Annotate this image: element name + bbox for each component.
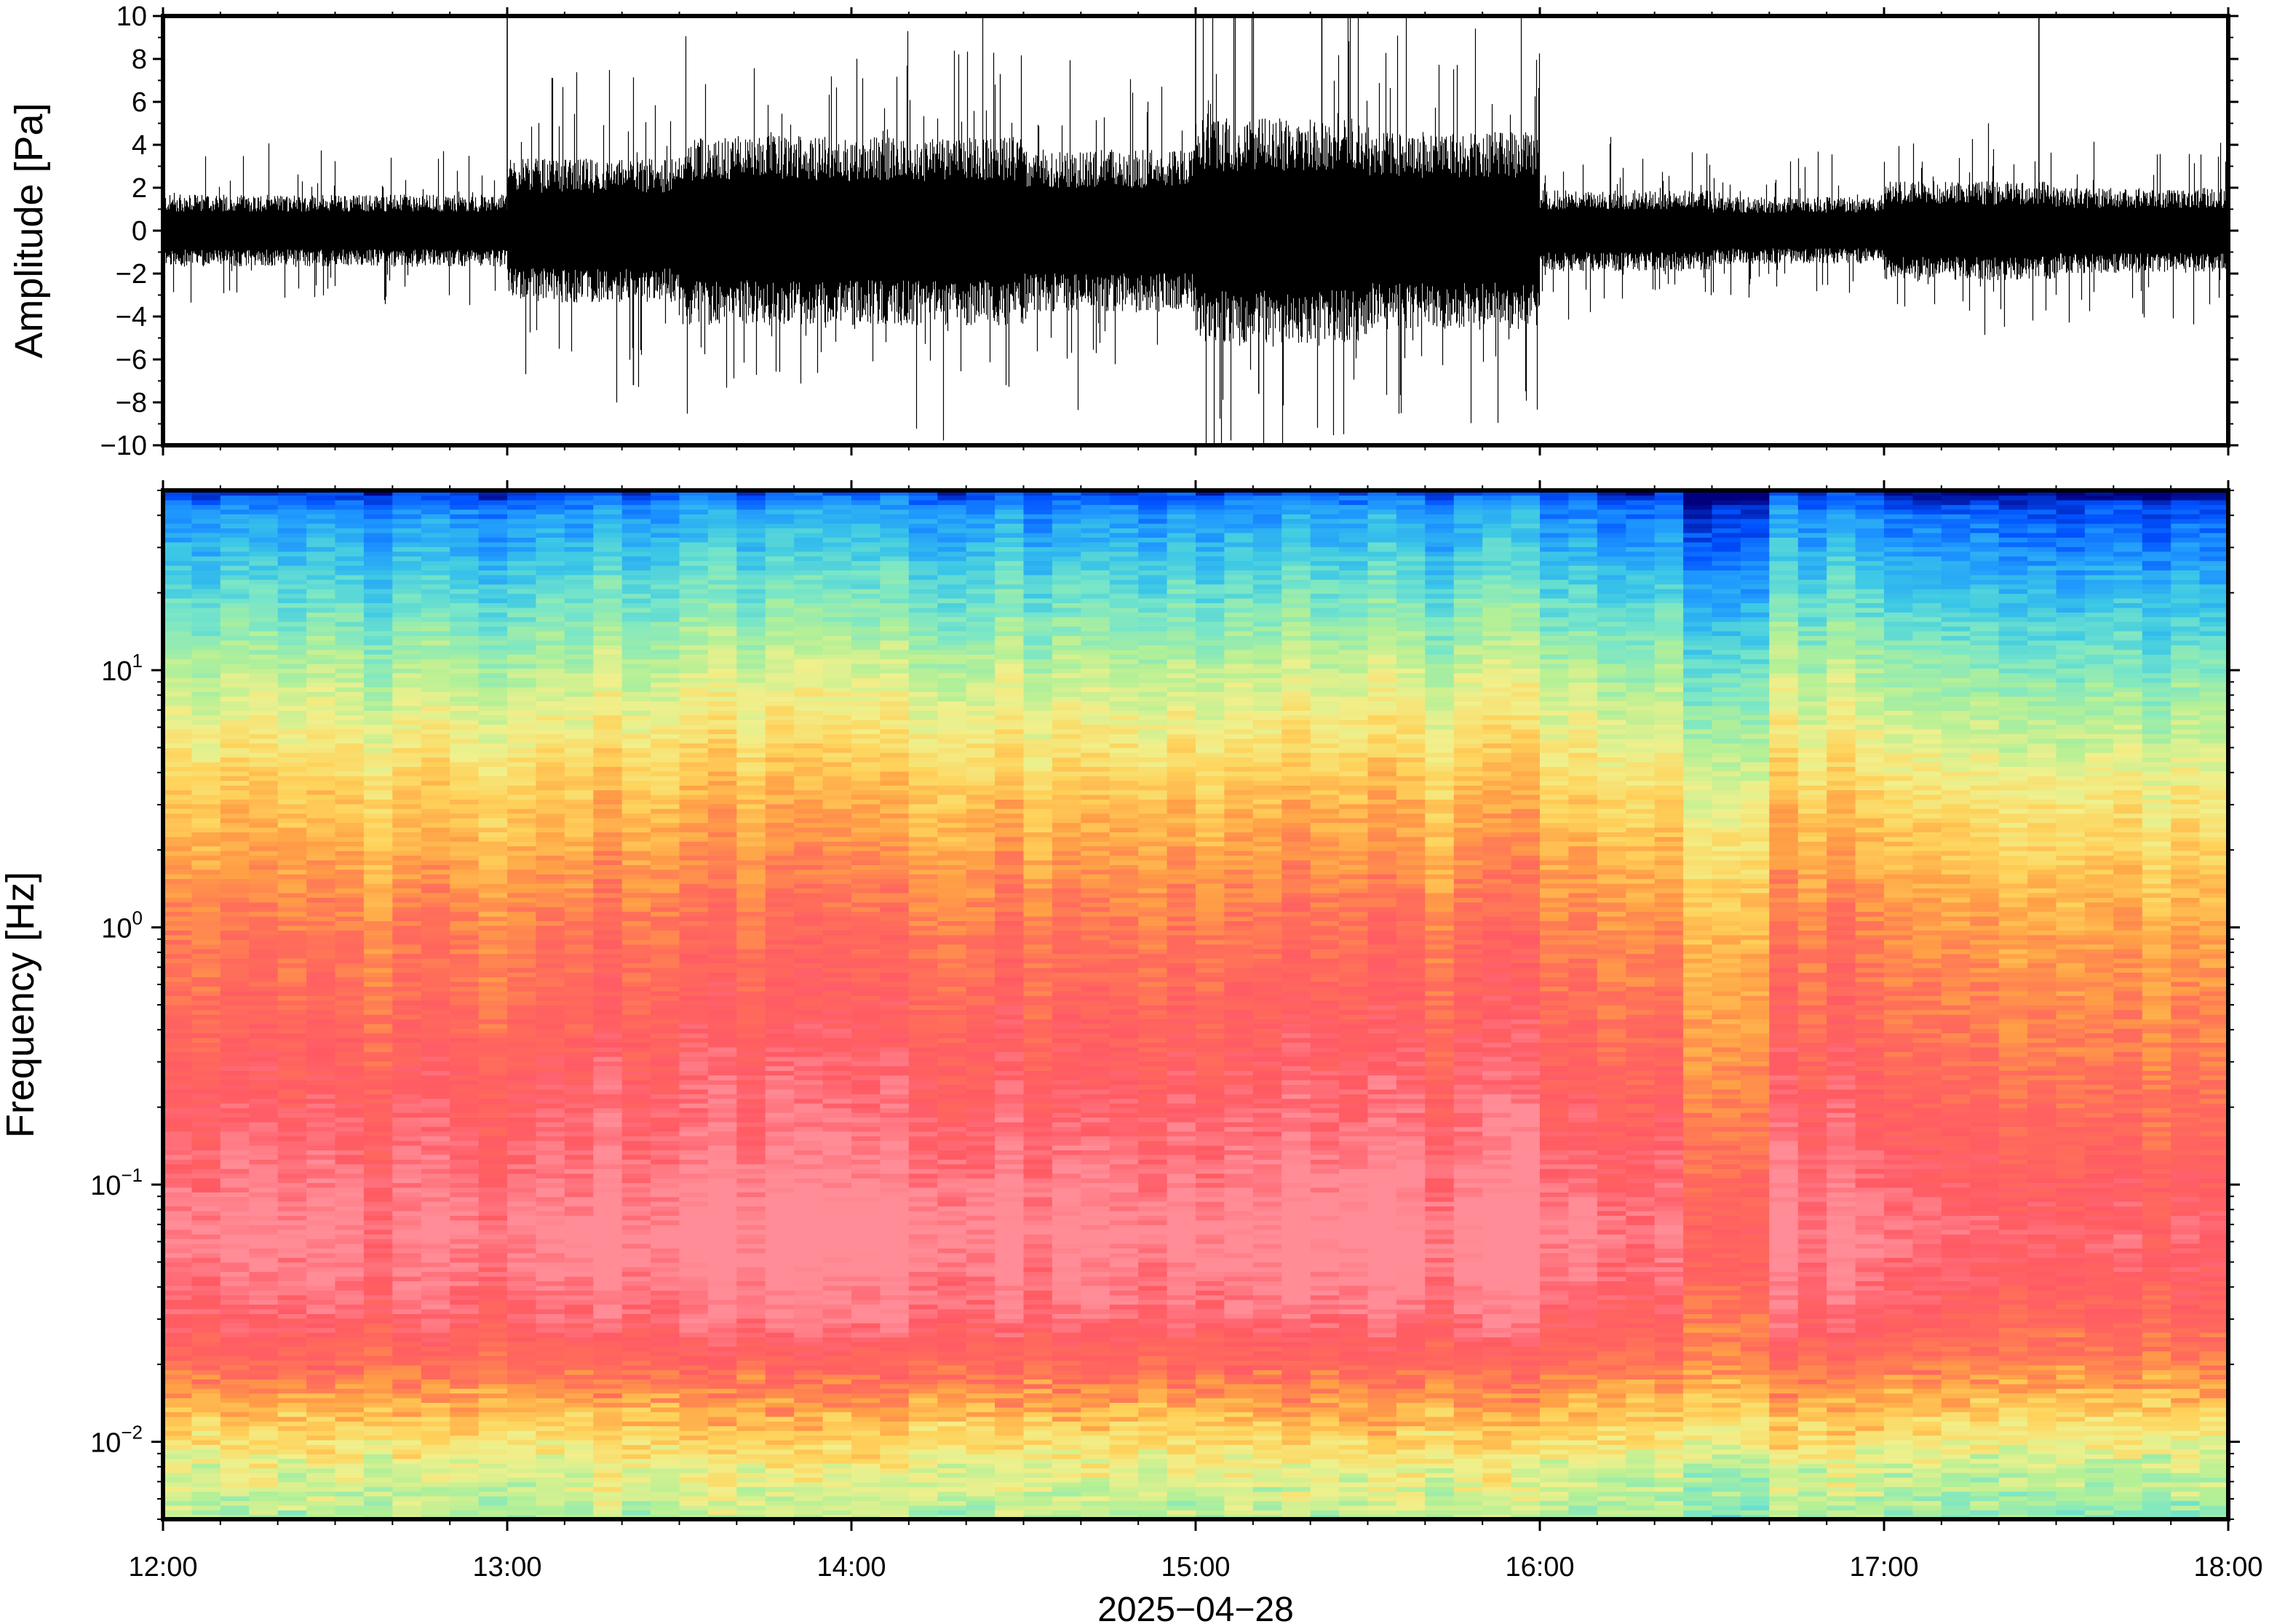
amplitude-tick-label: −4	[116, 302, 147, 333]
time-tick-label: 18:00	[2193, 1552, 2262, 1583]
amplitude-tick-label: −10	[100, 431, 147, 461]
amplitude-tick-label: 4	[132, 130, 147, 161]
amplitude-tick-label: 10	[116, 1, 147, 32]
time-tick-label: 17:00	[1849, 1552, 1918, 1583]
frequency-tick-label: 100	[101, 907, 143, 944]
date-label: 2025−04−28	[1097, 1591, 1294, 1624]
time-tick-label: 14:00	[816, 1552, 886, 1583]
waveform-panel: 10 8 6 4 2 0 −2 −4 −6 −8 −10 Amplitude [Pa]	[7, 1, 2238, 461]
amplitude-axis-title: Amplitude [Pa]	[7, 103, 51, 358]
spectrogram-frame	[161, 488, 2230, 1521]
time-tick-label: 15:00	[1161, 1552, 1230, 1583]
frequency-tick-label: 101	[101, 650, 143, 687]
amplitude-tick-label: 8	[132, 44, 147, 75]
spectrogram-panel: 101 100 10−1 10−2 Frequency [Hz]	[0, 490, 2240, 1520]
frequency-tick-label: 10−1	[90, 1164, 143, 1201]
amplitude-tick-label: −6	[116, 345, 147, 375]
amplitude-tick-label: −2	[116, 259, 147, 290]
time-tick-label: 12:00	[128, 1552, 197, 1583]
time-tick-label: 16:00	[1505, 1552, 1574, 1583]
amplitude-tick-label: 6	[132, 87, 147, 118]
waveform-frame	[161, 14, 2230, 447]
amplitude-tick-label: −8	[116, 388, 147, 418]
amplitude-tick-label: 0	[132, 216, 147, 247]
frequency-tick-label: 10−2	[90, 1422, 143, 1459]
time-tick-label: 13:00	[472, 1552, 541, 1583]
frequency-axis-title: Frequency [Hz]	[0, 872, 42, 1138]
amplitude-tick-label: 2	[132, 173, 147, 204]
spectrogram-heatmap	[163, 490, 2228, 1519]
